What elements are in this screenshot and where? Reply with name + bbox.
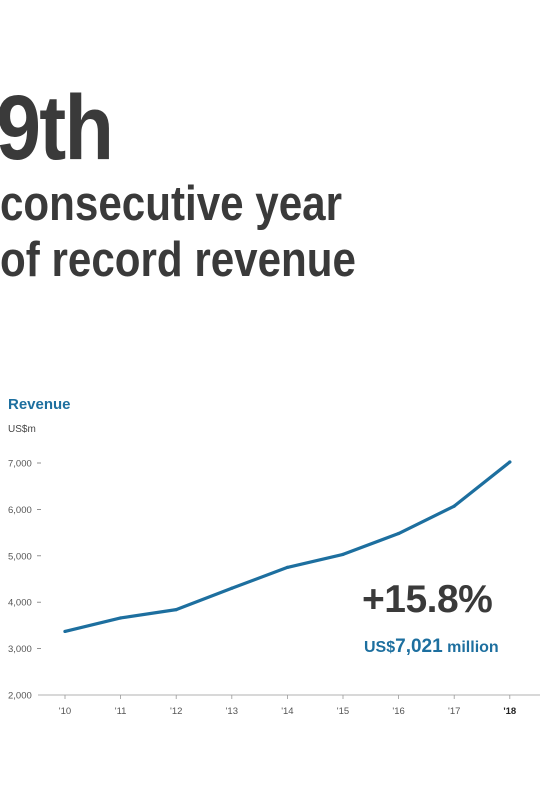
x-tick-label: '10 xyxy=(59,706,71,717)
y-tick-label: 3,000 xyxy=(8,644,32,655)
revenue-point xyxy=(285,565,289,570)
x-tick-label: '14 xyxy=(281,706,293,717)
x-tick-label: '18 xyxy=(503,706,516,717)
y-tick-label: 4,000 xyxy=(8,598,32,609)
revenue-point xyxy=(397,531,401,536)
y-tick-label: 7,000 xyxy=(8,459,32,470)
headline-line-1: consecutive year xyxy=(0,177,342,231)
revenue-point xyxy=(63,629,67,634)
x-tick-label: '12 xyxy=(170,706,182,717)
growth-percentage: +15.8% xyxy=(362,578,493,621)
x-tick-label: '17 xyxy=(448,706,460,717)
revenue-point xyxy=(508,460,512,464)
series-group xyxy=(63,460,512,634)
revenue-point xyxy=(119,616,123,620)
x-axis: '10 '11 '12 '13 '14 '15 '16 '17 '18 xyxy=(38,694,540,717)
y-axis: 2,000 3,000 4,000 5,000 6,000 7,000 xyxy=(8,459,41,702)
headline: 9th consecutive year of record revenue xyxy=(0,82,414,288)
revenue-point xyxy=(174,608,178,612)
revenue-currency: US$ xyxy=(364,639,396,656)
chart-title: Revenue xyxy=(8,396,71,413)
revenue-unit: million xyxy=(447,639,499,656)
x-tick-label: '13 xyxy=(226,706,238,717)
revenue-point xyxy=(230,586,234,590)
y-tick-label: 5,000 xyxy=(8,551,32,562)
y-tick-label: 6,000 xyxy=(8,505,32,516)
x-tick-label: '15 xyxy=(337,706,349,717)
headline-line-2: of record revenue xyxy=(0,233,356,287)
y-axis-unit: US$m xyxy=(8,424,36,435)
headline-rank: 9th xyxy=(0,77,114,179)
revenue-total: US$7,021 million xyxy=(364,637,499,656)
x-tick-label: '11 xyxy=(115,706,127,717)
x-tick-label: '16 xyxy=(392,706,404,717)
revenue-point xyxy=(452,504,456,508)
revenue-amount: 7,021 xyxy=(395,636,443,657)
revenue-point xyxy=(341,552,345,557)
y-tick-label: 2,000 xyxy=(8,691,32,702)
